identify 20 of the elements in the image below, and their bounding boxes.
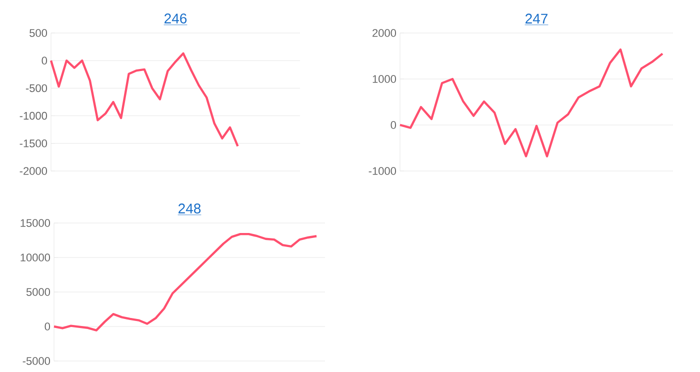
chart-title: 247 [526, 14, 548, 24]
line-series [50, 52, 239, 148]
y-tick-label: 5000 [26, 288, 50, 296]
y-tick-label: -1000 [20, 112, 48, 120]
chart-title: 246 [164, 14, 187, 24]
line-series [398, 48, 664, 158]
y-tick-label: 500 [30, 29, 48, 37]
y-tick-label: -2000 [20, 167, 48, 175]
y-tick-label: -1500 [20, 140, 48, 148]
y-tick-label: -500 [26, 84, 48, 92]
y-tick-label: 10000 [20, 254, 50, 262]
y-tick-label: 2000 [372, 29, 396, 37]
chart-title: 248 [178, 204, 201, 214]
y-tick-label: 0 [390, 121, 396, 129]
y-tick-label: -5000 [22, 357, 50, 365]
y-tick-label: 1000 [372, 75, 396, 83]
y-tick-label: 0 [42, 56, 48, 64]
y-tick-label: -1000 [368, 167, 396, 175]
y-tick-label: 0 [44, 322, 50, 330]
y-tick-label: 15000 [20, 219, 50, 227]
